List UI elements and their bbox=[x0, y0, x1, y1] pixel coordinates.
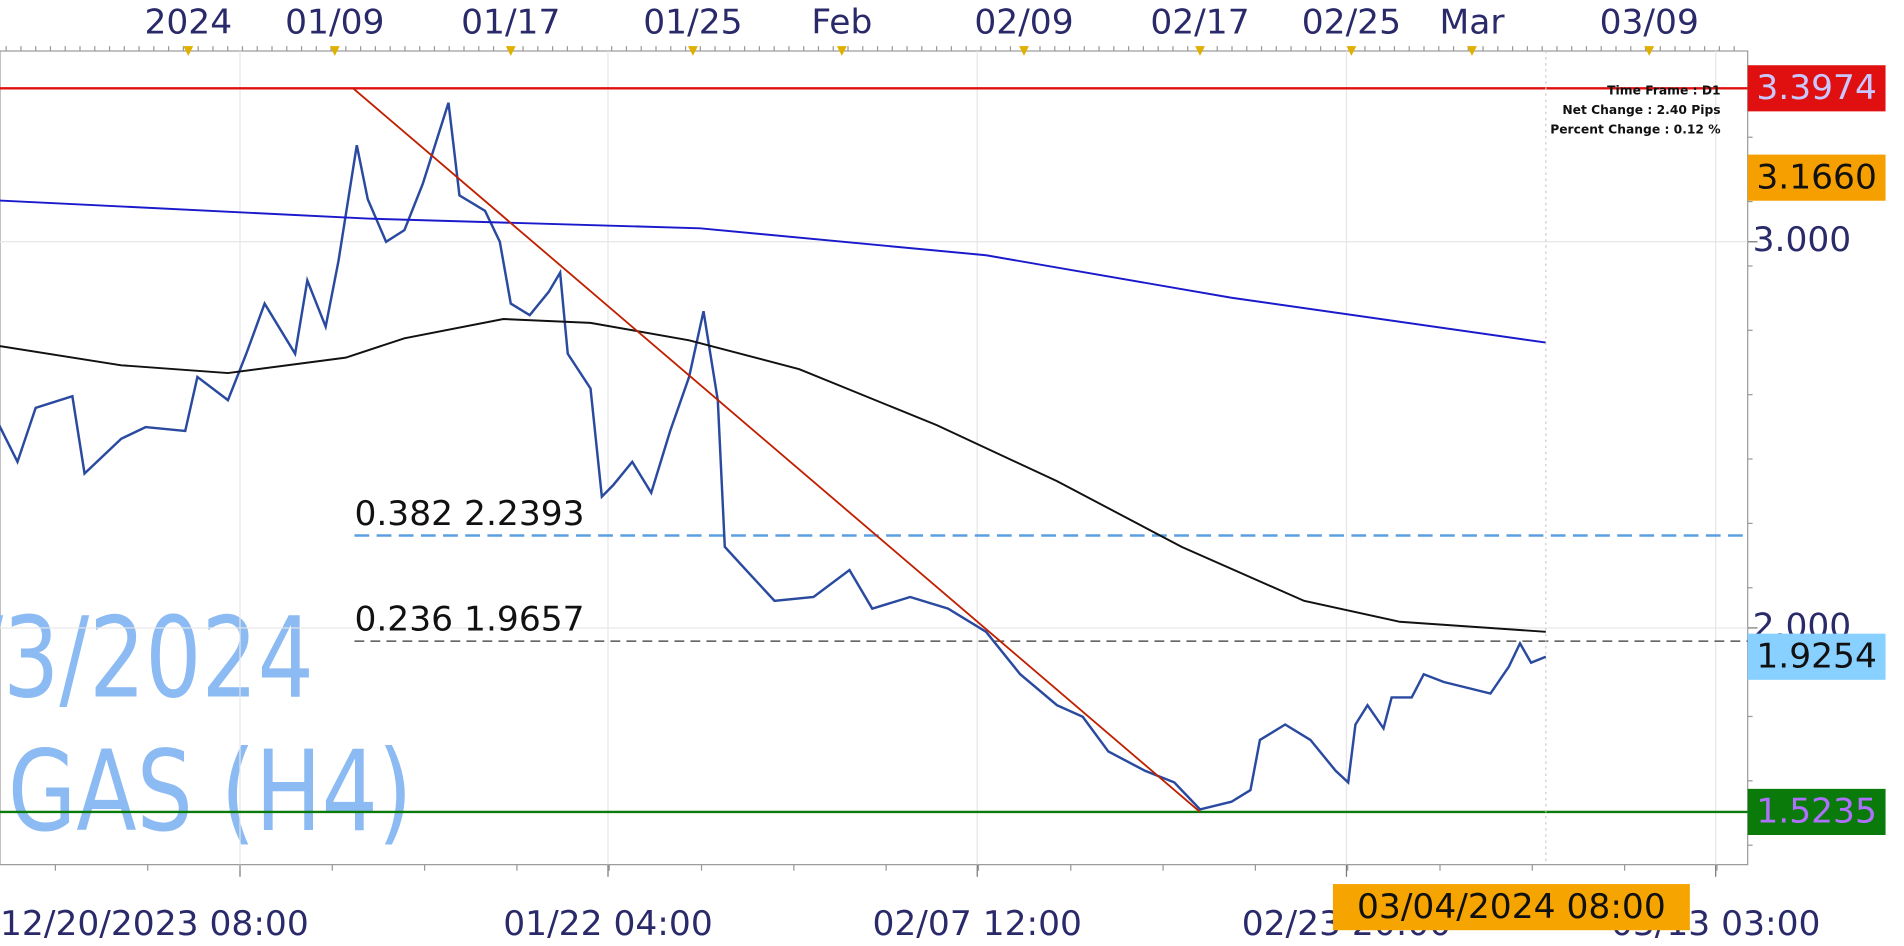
level-box bbox=[1747, 154, 1886, 201]
x-tick-label: 01/09 bbox=[285, 3, 384, 43]
price-line bbox=[0, 102, 1547, 811]
level-box bbox=[1747, 788, 1886, 835]
x-tick-label: 01/17 bbox=[461, 3, 560, 43]
level-label: 1.5235 bbox=[1756, 792, 1877, 832]
crosshair-box bbox=[1332, 884, 1690, 931]
x-tick-label: 2024 bbox=[144, 3, 232, 43]
x-tick bbox=[836, 46, 847, 56]
fib-label: 0.236 1.9657 bbox=[354, 599, 584, 639]
moving-average bbox=[0, 199, 1546, 344]
x-tick bbox=[1644, 46, 1655, 56]
x-tick-label: 01/25 bbox=[643, 3, 742, 43]
fib-label: 0.382 2.2393 bbox=[354, 494, 584, 534]
level-label: 3.3974 bbox=[1756, 68, 1877, 108]
y-tick-label: 3.000 bbox=[1753, 220, 1852, 260]
info-text: Time Frame : D1 bbox=[1607, 84, 1720, 98]
info-text: Percent Change : 0.12 % bbox=[1550, 122, 1720, 136]
moving-average bbox=[0, 318, 1546, 633]
watermark-text: NGAS (H4) bbox=[0, 727, 412, 857]
level-label: 1.9254 bbox=[1756, 637, 1877, 677]
fib-value: 1.9657 bbox=[464, 599, 585, 639]
x-tick-label: 02/09 bbox=[974, 3, 1073, 43]
x-tick-label: 12/20/2023 08:00 bbox=[0, 904, 309, 944]
x-tick-label: 02/07 12:00 bbox=[872, 904, 1081, 944]
x-tick-label: 03/09 bbox=[1600, 3, 1699, 43]
x-tick bbox=[505, 46, 516, 56]
fib-ratio: 0.236 bbox=[354, 599, 453, 639]
trendline bbox=[352, 87, 1201, 813]
plot-frame bbox=[0, 50, 1749, 866]
fib-space bbox=[453, 599, 464, 639]
x-tick bbox=[183, 46, 194, 56]
x-tick bbox=[1019, 46, 1029, 56]
x-tick bbox=[329, 46, 340, 56]
x-tick bbox=[688, 46, 698, 56]
x-tick bbox=[1467, 46, 1477, 56]
fib-value: 2.2393 bbox=[464, 494, 585, 534]
x-tick-label: Mar bbox=[1440, 3, 1506, 43]
x-tick-label: Feb bbox=[811, 3, 872, 43]
fib-space bbox=[453, 494, 464, 534]
watermark-text: 5/3/2024 bbox=[0, 593, 314, 723]
x-tick-label: 01/22 04:00 bbox=[503, 904, 712, 944]
info-text: Net Change : 2.40 Pips bbox=[1562, 103, 1720, 117]
watermark: 5/3/2024NGAS (H4) bbox=[0, 593, 412, 856]
x-tick bbox=[1346, 46, 1357, 56]
level-box bbox=[1747, 65, 1886, 112]
crosshair-label: 03/04/2024 08:00 bbox=[1357, 887, 1666, 927]
fib-ratio: 0.382 bbox=[354, 494, 453, 534]
x-tick bbox=[1195, 46, 1205, 56]
level-box bbox=[1747, 633, 1886, 680]
x-tick-label: 02/25 bbox=[1302, 3, 1401, 43]
level-label: 3.1660 bbox=[1756, 158, 1877, 198]
x-tick-label: 02/17 bbox=[1150, 3, 1249, 43]
